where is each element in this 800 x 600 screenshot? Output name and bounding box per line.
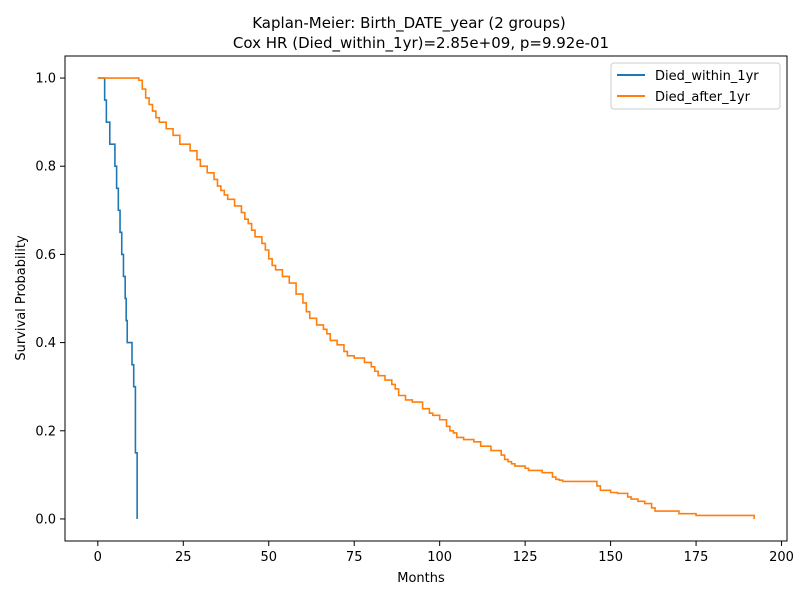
legend-label-died-within-1yr: Died_within_1yr [655,69,759,84]
chart-title: Kaplan-Meier: Birth_DATE_year (2 groups) [252,14,566,33]
x-tick-label: 175 [684,550,709,565]
x-tick-label: 75 [346,550,363,565]
legend-box [610,62,781,110]
y-tick-label: 0.6 [35,248,56,263]
legend-label-died-after-1yr: Died_after_1yr [655,90,751,105]
x-axis-label: Months [397,571,445,586]
x-tick-label: 0 [94,550,102,565]
y-tick-label: 0.2 [35,424,56,439]
x-tick-label: 100 [427,550,452,565]
y-axis: 0.0 0.2 0.4 0.6 0.8 1.0 [35,72,65,527]
x-tick-label: 125 [513,550,538,565]
plot-series [97,77,755,519]
x-tick-label: 50 [260,550,277,565]
x-tick-label: 150 [598,550,623,565]
plot-frame [64,55,788,542]
x-axis: 0 25 50 75 100 125 150 175 200 [94,541,794,565]
y-tick-label: 0.0 [35,512,56,527]
x-tick-label: 200 [769,550,794,565]
y-tick-label: 1.0 [35,72,56,87]
series-line-died-after-1yr [97,77,755,519]
y-tick-label: 0.4 [35,336,56,351]
x-tick-label: 25 [175,550,192,565]
legend: Died_within_1yr Died_after_1yr [610,62,781,110]
y-axis-label: Survival Probability [14,235,29,361]
series-line-died-within-1yr [97,77,138,519]
y-tick-label: 0.8 [35,160,56,175]
chart-subtitle: Cox HR (Died_within_1yr)=2.85e+09, p=9.9… [233,34,609,53]
